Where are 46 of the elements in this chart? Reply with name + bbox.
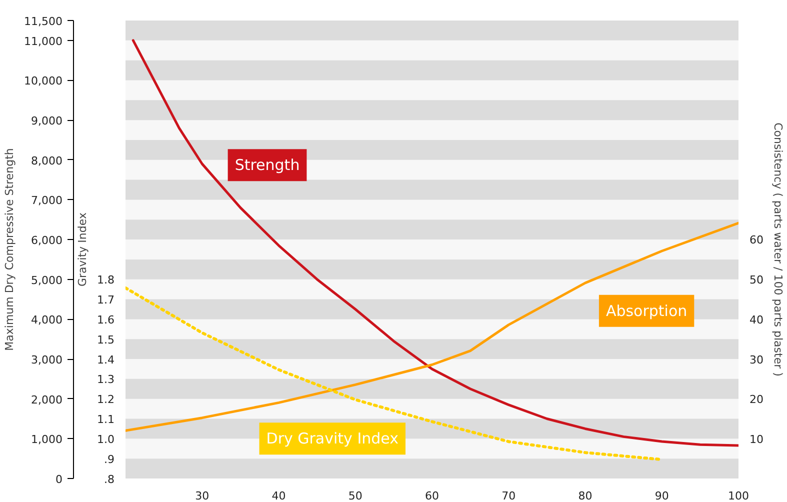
series-label: Dry Gravity Index	[266, 430, 399, 448]
y2-tick-label: 1.3	[97, 373, 115, 386]
y-tick-label: 7,000	[31, 194, 63, 208]
y2-tick-label: 1.4	[97, 353, 115, 366]
y-tick-label: 8,000	[31, 154, 63, 168]
y-tick-label: 11,500	[24, 15, 63, 28]
x-tick-label: 30	[195, 490, 210, 502]
y2-tick-label: 1.6	[97, 313, 115, 326]
y-tick-label: 0	[56, 473, 62, 486]
y3-tick-label: 30	[750, 353, 764, 366]
y-tick-label: 2,000	[31, 393, 63, 406]
series-label: Absorption	[606, 302, 688, 320]
y2-tick-label: 1.7	[97, 293, 115, 306]
y-tick-label: 4,000	[31, 314, 63, 327]
y-tick-label: 5,000	[31, 274, 63, 287]
x-tick-label: 90	[654, 490, 669, 502]
x-tick-label: 80	[578, 490, 592, 502]
y-tick-label: 9,000	[31, 114, 63, 128]
y3-tick-label: 50	[750, 273, 764, 286]
y2-tick-label: 1.0	[97, 433, 115, 446]
x-tick-label: 100	[728, 490, 749, 502]
y3-tick-label: 20	[750, 393, 764, 406]
y3-tick-label: 40	[750, 313, 764, 326]
y2-tick-label: 1.1	[97, 413, 115, 426]
y3-tick-label: 60	[750, 234, 764, 247]
y-tick-label: 10,000	[24, 74, 63, 88]
line-series	[126, 222, 738, 432]
x-tick-label: 50	[348, 490, 362, 502]
y2-tick-label: 1.5	[97, 333, 115, 346]
y-tick-label: 3,000	[31, 354, 63, 367]
y-tick-label: 1,000	[31, 433, 63, 446]
y2-tick-label: 1.8	[97, 273, 115, 286]
y-tick-label: 11,000	[24, 34, 63, 48]
series-label: Strength	[234, 156, 300, 174]
y2-tick-label: .8	[104, 473, 115, 486]
y-axis-title: Maximum Dry Compressive Strength	[3, 148, 16, 351]
x-tick-label: 70	[502, 490, 516, 502]
x-tick-label: 40	[272, 490, 286, 502]
y2-tick-label: .9	[104, 453, 115, 466]
y2-axis-title: Gravity Index	[76, 212, 90, 286]
x-tick-label: 60	[425, 490, 439, 502]
y3-axis-title: Consistency ( parts water / 100 parts plaster )	[771, 122, 784, 376]
y-tick-label: 6,000	[31, 234, 63, 248]
line-series	[132, 39, 738, 447]
y3-tick-label: 10	[750, 433, 764, 446]
y2-tick-label: 1.2	[97, 393, 115, 406]
